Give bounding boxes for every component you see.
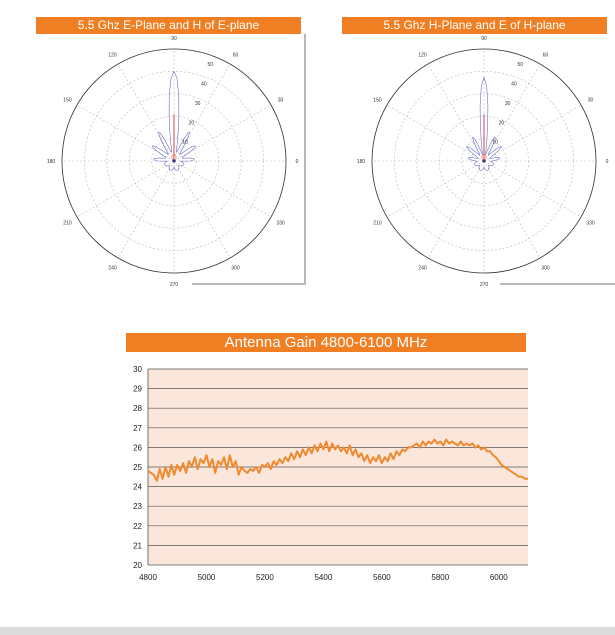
y-tick-label: 27 [133,424,142,433]
y-tick-label: 21 [133,541,142,550]
polar-radial-label: 30 [505,101,511,107]
polar-spoke [173,63,231,162]
polar-radial-label: 20 [189,120,195,126]
polar-outer-ring [61,48,287,274]
polar-radial-label: 30 [195,101,201,107]
polar-angle-label: 150 [373,98,382,104]
polar-angle-label: 30 [588,98,594,104]
y-tick-label: 30 [133,365,142,374]
y-tick-label: 26 [133,443,142,452]
y-tick-label: 20 [133,561,142,570]
y-tick-label: 25 [133,463,142,472]
polar-pattern-main [152,70,196,171]
y-tick-label: 23 [133,502,142,511]
polar-angle-label: 300 [541,266,550,272]
panel-1-right-border [304,34,306,284]
polar-angle-label: 180 [47,159,56,165]
polar-chart-1: 0 30 60 90 120 150 180 210 240 270 300 330 10 20 30 40 5… [47,36,299,286]
polar-angle-label: 150 [63,98,72,104]
polar-angle-label: 270 [480,282,489,286]
polar-outer-ring [371,48,597,274]
polar-angle-label: 180 [357,159,366,165]
polar-angle-label: 30 [278,98,284,104]
x-tick-label: 6000 [490,573,508,582]
polar-radial-label: 20 [499,120,505,126]
polar-spoke [483,160,541,259]
polar-chart-2-title: 5.5 Ghz H-Plane and E of H-plane [342,17,607,34]
polar-spoke [483,63,541,162]
polar-spoke [386,160,485,218]
polar-angle-label: 270 [170,282,179,286]
x-tick-label: 5400 [314,573,332,582]
polar-angle-label: 0 [606,159,609,165]
polar-spoke [173,160,231,259]
polar-radial-label: 50 [517,62,523,68]
polar-spoke [117,63,175,162]
gain-line-chart: 20 21 22 23 24 25 26 27 28 29 30 4800 5000 5200 5400 56… [133,365,528,582]
polar-chart-2: 0 30 60 90 120 150 180 210 240 270 300 330 10 20 30 40 5… [357,36,609,286]
gain-series-line [147,438,528,482]
polar-angle-label: 120 [108,52,117,58]
polar-radial-label: 40 [511,82,517,88]
polar-angle-label: 240 [108,266,117,272]
polar-angle-label: 60 [543,52,549,58]
polar-spoke [173,104,272,162]
y-tick-label: 29 [133,385,142,394]
page-footer-bar [0,627,615,635]
polar-center-dot [482,159,486,163]
polar-angle-label: 90 [171,36,177,42]
polar-spoke [76,104,175,162]
polar-angle-label: 330 [276,221,285,227]
polar-center-dot [172,159,176,163]
polar-radial-label: 10 [182,140,188,146]
polar-angle-label: 210 [63,221,72,227]
polar-angle-label: 240 [418,266,427,272]
polar-radial-label: 10 [492,140,498,146]
polar-angle-label: 120 [418,52,427,58]
polar-pattern-main [466,76,502,171]
x-tick-label: 4800 [139,573,157,582]
x-tick-label: 5200 [256,573,274,582]
polar-radial-label: 50 [207,62,213,68]
gain-chart-title: Antenna Gain 4800-6100 MHz [126,333,526,352]
polar-spoke [483,104,582,162]
polar-spoke [427,160,485,259]
polar-spoke [117,160,175,259]
polar-spoke [386,104,485,162]
polar-angle-label: 90 [481,36,487,42]
polar-angle-label: 0 [296,159,299,165]
polar-angle-label: 210 [373,221,382,227]
polar-spoke [483,160,582,218]
polar-ring [106,93,242,229]
polar-angle-label: 60 [233,52,239,58]
y-tick-label: 24 [133,483,142,492]
polar-ring [416,93,552,229]
y-tick-label: 28 [133,404,142,413]
panel-1-bottom-border [192,283,306,285]
polar-chart-1-title: 5.5 Ghz E-Plane and H of E-plane [36,17,301,34]
y-tick-label: 22 [133,522,142,531]
polar-spoke [173,160,272,218]
polar-angle-label: 330 [586,221,595,227]
polar-spoke [76,160,175,218]
polar-radial-label: 40 [201,82,207,88]
x-tick-label: 5600 [373,573,391,582]
polar-spoke [427,63,485,162]
x-tick-label: 5800 [431,573,449,582]
polar-angle-label: 300 [231,266,240,272]
x-tick-label: 5000 [198,573,216,582]
panel-2-bottom-border [500,283,615,285]
